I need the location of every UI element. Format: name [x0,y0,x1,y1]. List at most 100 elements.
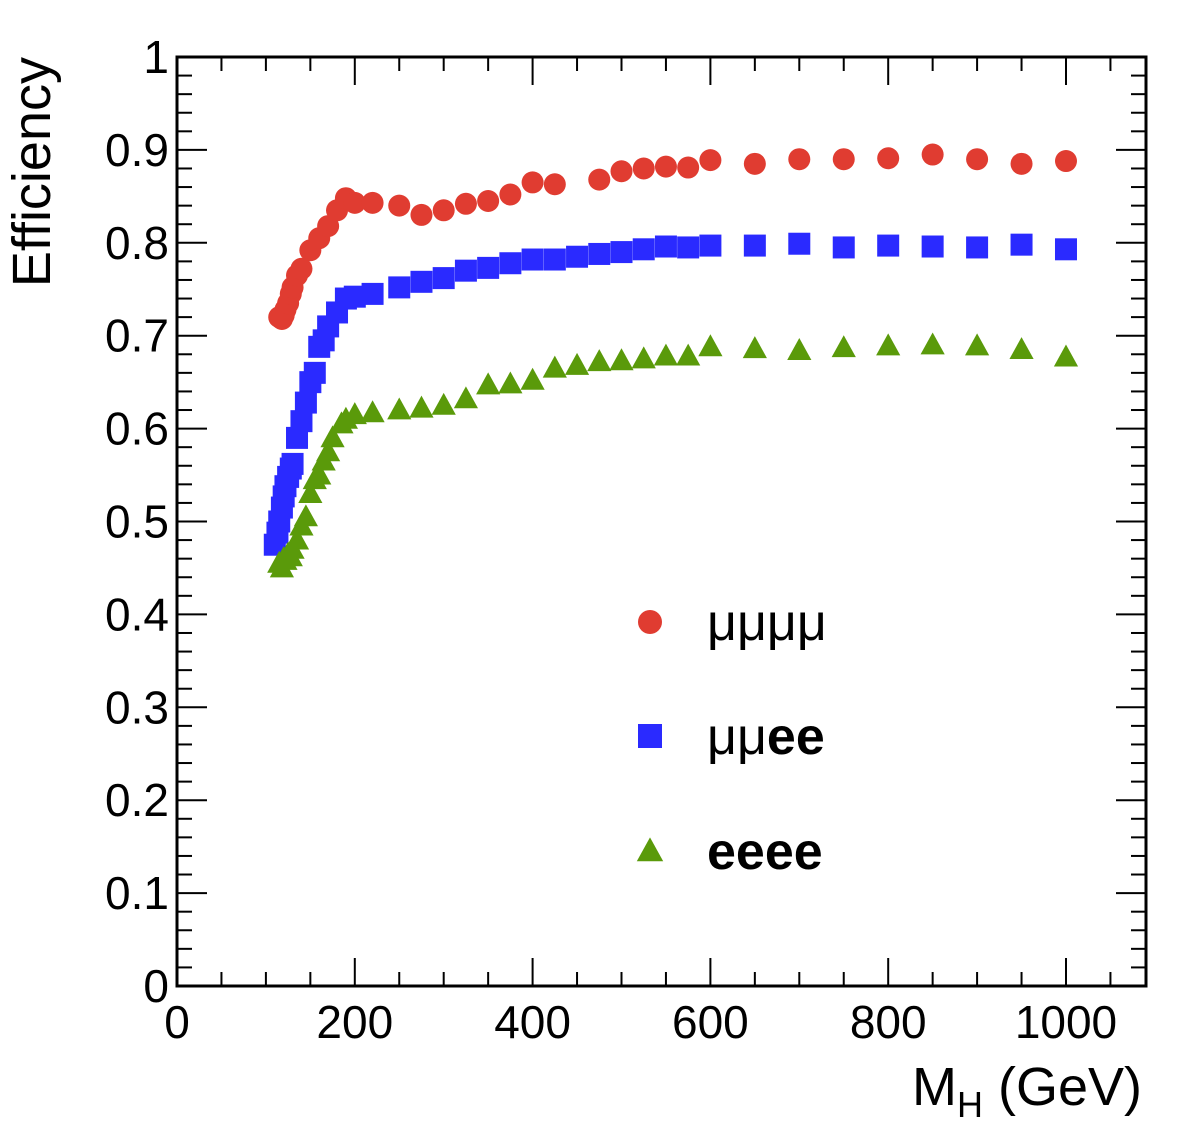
data-point-circle [290,257,313,280]
data-point-circle [788,148,811,171]
data-point-triangle [742,336,767,359]
data-point-square [1054,238,1077,261]
legend-label: μμee [707,708,825,766]
data-point-triangle [453,386,479,409]
legend-label-part: μμ [707,708,767,766]
x-tick-label: 800 [850,996,927,1048]
data-point-triangle [964,333,990,356]
data-point-circle [521,171,544,194]
y-tick-label: 0.5 [105,496,169,548]
data-point-circle [677,156,700,179]
data-point-triangle [320,425,345,448]
data-point-circle [543,173,566,196]
data-point-square [610,241,633,264]
y-tick-label: 0.2 [105,774,169,826]
data-point-circle [588,168,611,191]
data-point-square [543,248,566,271]
data-point-triangle [360,400,385,423]
x-tick-label: 1000 [1015,996,1117,1048]
data-point-square [1010,233,1033,256]
y-tick-label: 0.6 [105,403,169,455]
y-tick-label: 1 [143,31,169,83]
data-point-triangle [498,371,523,394]
y-tick-label: 0.3 [105,681,169,733]
legend-label-part: ee [767,708,825,766]
tick-labels: 0 200 400 600 800 1000 0 0.1 0.2 0.3 0.4 0.5 0.6 0.7 0… [105,31,1117,1048]
legend-marker-triangle [636,837,664,862]
x-tick-label: 0 [164,996,190,1048]
data-point-square [432,267,455,290]
data-point-triangle [609,348,634,371]
data-point-circle [743,152,766,175]
data-point-triangle [316,439,341,462]
data-point-triangle [284,527,310,550]
data-point-triangle [1053,344,1079,367]
data-point-triangle [631,346,656,369]
data-point-triangle [1009,337,1034,360]
data-point-triangle [409,395,434,418]
data-point-triangle [587,349,612,372]
data-point-circle [477,189,500,212]
data-point-circle [432,199,455,222]
legend-marker-circle [638,610,662,634]
y-axis-title: Efficiency [2,57,62,287]
data-point-square [654,235,677,258]
data-point-circle [966,148,989,171]
data-point-triangle [542,355,567,378]
data-point-square [454,259,477,282]
x-tick-label: 200 [316,996,393,1048]
data-point-circle [921,143,944,166]
data-point-triangle [831,335,856,358]
data-point-triangle [476,372,501,395]
data-point-square [477,256,500,279]
data-point-triangle [676,343,701,366]
data-point-triangle [293,504,319,527]
data-point-square [343,285,366,308]
legend-label-part: eeee [707,823,823,881]
data-point-square [294,391,317,414]
data-point-circle [410,203,433,226]
y-tick-label: 0.1 [105,867,169,919]
data-point-circle [654,155,677,178]
data-point-triangle [298,481,323,504]
x-axis-title-main: M [912,1057,957,1117]
data-point-triangle [307,462,332,485]
data-point-triangle [653,343,679,366]
data-point-square [281,452,304,475]
data-point-circle [699,149,722,172]
data-point-square [832,236,855,259]
legend-label: μμμμ [707,594,827,652]
data-point-triangle [787,338,812,360]
series-2 [263,232,1077,556]
data-point-square [521,248,544,271]
axis-ticks [176,56,1146,987]
y-tick-label: 0.7 [105,310,169,362]
data-point-square [388,276,411,299]
y-tick-label: 0 [143,960,169,1012]
data-point-square [677,236,700,259]
data-point-circle [877,147,900,170]
data-point-square [290,410,313,433]
data-point-triangle [520,367,545,390]
data-point-triangle [564,352,590,375]
data-point-square [499,252,522,275]
data-point-square [921,235,944,258]
data-point-triangle [876,333,901,356]
data-point-square [588,242,611,265]
data-point-circle [499,183,522,206]
data-markers [263,143,1079,578]
x-axis-title-sub: H [957,1084,983,1125]
data-point-square [632,238,655,261]
series-1 [268,143,1077,330]
x-axis-title: MH (GeV) [912,1057,1142,1125]
plot-frame [175,55,1148,988]
y-tick-label: 0.8 [105,217,169,269]
data-point-triangle [387,397,412,420]
data-point-triangle [342,402,367,425]
data-point-circle [610,160,633,183]
data-point-square [361,282,384,305]
legend-label-part: μμμμ [707,594,827,652]
data-point-circle [388,194,411,217]
data-point-circle [454,192,477,215]
